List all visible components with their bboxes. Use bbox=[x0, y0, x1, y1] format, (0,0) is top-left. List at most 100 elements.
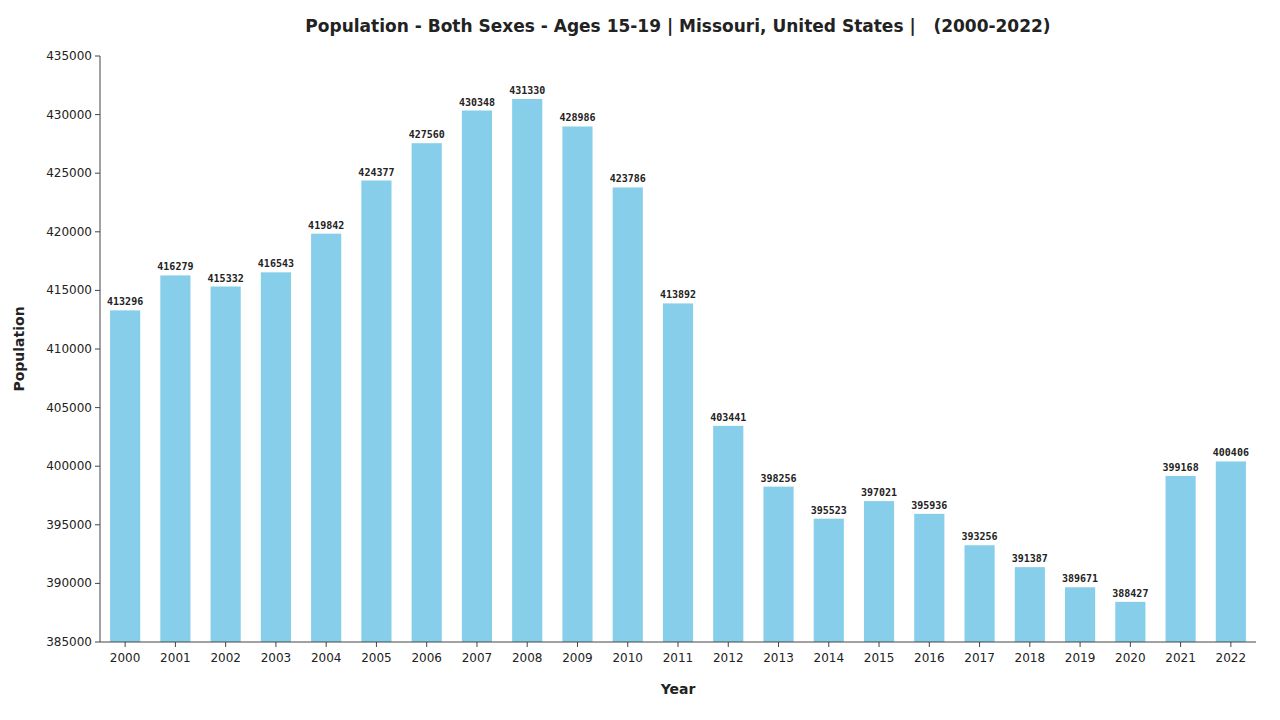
data-label: 400406 bbox=[1213, 447, 1249, 458]
page: {"chart_data": {"type": "bar", "title": … bbox=[0, 0, 1280, 720]
x-tick bbox=[476, 642, 477, 647]
y-tick-label: 430000 bbox=[46, 108, 92, 122]
bar bbox=[412, 143, 442, 642]
x-tick-label: 2014 bbox=[814, 651, 845, 665]
data-label: 391387 bbox=[1012, 553, 1048, 564]
data-label: 399168 bbox=[1163, 462, 1199, 473]
x-tick bbox=[577, 642, 578, 647]
x-tick bbox=[1230, 642, 1231, 647]
bar bbox=[613, 187, 643, 642]
x-tick-label: 2004 bbox=[311, 651, 342, 665]
data-label: 395523 bbox=[811, 505, 847, 516]
x-tick bbox=[828, 642, 829, 647]
x-tick-label: 2017 bbox=[964, 651, 995, 665]
x-tick-label: 2020 bbox=[1115, 651, 1146, 665]
x-tick-label: 2000 bbox=[110, 651, 141, 665]
x-tick-label: 2012 bbox=[713, 651, 744, 665]
bar bbox=[1166, 476, 1196, 642]
bar bbox=[1216, 461, 1246, 642]
data-label: 413296 bbox=[107, 296, 143, 307]
y-tick bbox=[95, 56, 100, 57]
x-tick-label: 2015 bbox=[864, 651, 895, 665]
data-label: 389671 bbox=[1062, 573, 1098, 584]
x-tick-label: 2018 bbox=[1015, 651, 1046, 665]
axes: 3850003900003950004000004050004100004150… bbox=[46, 49, 1256, 665]
x-tick bbox=[1080, 642, 1081, 647]
x-tick bbox=[1130, 642, 1131, 647]
bars bbox=[110, 99, 1246, 642]
bar bbox=[1015, 567, 1045, 642]
bar bbox=[763, 487, 793, 642]
data-label: 427560 bbox=[409, 129, 445, 140]
bar bbox=[1115, 602, 1145, 642]
bar bbox=[261, 272, 291, 642]
y-tick-label: 405000 bbox=[46, 401, 92, 415]
y-tick bbox=[95, 407, 100, 408]
x-tick-label: 2001 bbox=[160, 651, 191, 665]
y-tick bbox=[95, 114, 100, 115]
data-label: 415332 bbox=[208, 273, 244, 284]
x-tick bbox=[678, 642, 679, 647]
bar bbox=[160, 275, 190, 642]
data-label: 416279 bbox=[157, 261, 193, 272]
x-tick bbox=[879, 642, 880, 647]
data-labels: 4132964162794153324165434198424243774275… bbox=[107, 85, 1249, 599]
data-label: 428986 bbox=[559, 112, 595, 123]
x-tick-label: 2022 bbox=[1216, 651, 1247, 665]
data-label: 397021 bbox=[861, 487, 897, 498]
bar bbox=[663, 303, 693, 642]
x-tick bbox=[1029, 642, 1030, 647]
bar bbox=[914, 514, 944, 642]
x-tick bbox=[929, 642, 930, 647]
y-tick bbox=[95, 173, 100, 174]
x-tick-label: 2005 bbox=[361, 651, 392, 665]
y-tick-label: 400000 bbox=[46, 459, 92, 473]
title: Population - Both Sexes - Ages 15-19 | M… bbox=[305, 16, 1050, 36]
bar bbox=[964, 545, 994, 642]
y-tick-label: 385000 bbox=[46, 635, 92, 649]
data-label: 395936 bbox=[911, 500, 947, 511]
x-tick bbox=[1180, 642, 1181, 647]
x-tick bbox=[225, 642, 226, 647]
data-label: 398256 bbox=[760, 473, 796, 484]
x-tick-label: 2010 bbox=[612, 651, 643, 665]
data-label: 403441 bbox=[710, 412, 746, 423]
bar bbox=[512, 99, 542, 642]
x-tick-label: 2019 bbox=[1065, 651, 1096, 665]
x-tick bbox=[376, 642, 377, 647]
y-tick-label: 390000 bbox=[46, 576, 92, 590]
bar bbox=[311, 234, 341, 642]
x-tick bbox=[979, 642, 980, 647]
data-label: 431330 bbox=[509, 85, 545, 96]
y-tick bbox=[95, 642, 100, 643]
y-tick-label: 395000 bbox=[46, 518, 92, 532]
bar bbox=[562, 126, 592, 642]
bar bbox=[864, 501, 894, 642]
x-tick-label: 2002 bbox=[210, 651, 241, 665]
x-tick bbox=[426, 642, 427, 647]
bar bbox=[462, 111, 492, 642]
x-tick-label: 2011 bbox=[663, 651, 694, 665]
x-tick-label: 2008 bbox=[512, 651, 543, 665]
x-tick-label: 2007 bbox=[462, 651, 493, 665]
bar bbox=[814, 519, 844, 642]
y-tick-label: 420000 bbox=[46, 225, 92, 239]
x-tick-label: 2021 bbox=[1165, 651, 1196, 665]
chart-svg: Population - Both Sexes - Ages 15-19 | M… bbox=[0, 0, 1280, 720]
x-tick-label: 2009 bbox=[562, 651, 593, 665]
data-label: 423786 bbox=[610, 173, 646, 184]
y-tick-label: 425000 bbox=[46, 166, 92, 180]
data-label: 388427 bbox=[1112, 588, 1148, 599]
x-tick bbox=[326, 642, 327, 647]
data-label: 424377 bbox=[358, 167, 394, 178]
y-tick-label: 410000 bbox=[46, 342, 92, 356]
x-tick bbox=[527, 642, 528, 647]
x-axis-label: Year bbox=[660, 681, 696, 697]
y-axis-label: Population bbox=[11, 306, 27, 391]
chart-container: Population - Both Sexes - Ages 15-19 | M… bbox=[0, 0, 1280, 720]
y-tick bbox=[95, 349, 100, 350]
x-tick-label: 2006 bbox=[411, 651, 442, 665]
x-tick bbox=[175, 642, 176, 647]
data-label: 393256 bbox=[962, 531, 998, 542]
x-tick-label: 2016 bbox=[914, 651, 945, 665]
